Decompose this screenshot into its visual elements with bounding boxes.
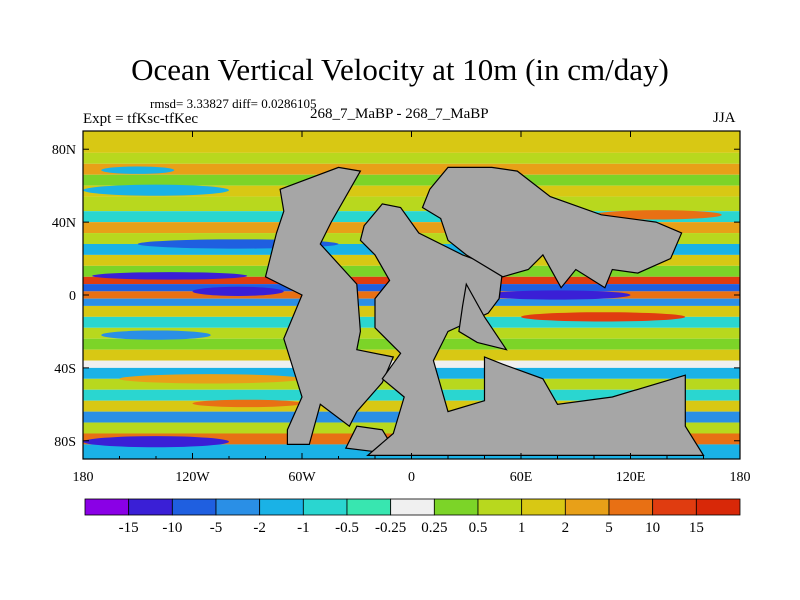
field-band bbox=[83, 211, 740, 223]
x-tick-label: 60E bbox=[510, 470, 533, 485]
field-band bbox=[83, 163, 740, 175]
colorbar-label: -15 bbox=[119, 520, 139, 536]
y-tick-label: 80N bbox=[52, 143, 76, 158]
field-streak bbox=[101, 330, 211, 340]
colorbar-label: 10 bbox=[645, 520, 660, 536]
colorbar-label: -10 bbox=[162, 520, 182, 536]
colorbar-swatch bbox=[128, 498, 173, 516]
y-tick-label: 40S bbox=[54, 362, 76, 377]
field-streak bbox=[594, 210, 722, 220]
colorbar-label: 5 bbox=[605, 520, 613, 536]
x-tick-label: 120W bbox=[175, 470, 210, 485]
colorbar-label: 2 bbox=[562, 520, 570, 536]
colorbar-label: 0.25 bbox=[421, 520, 447, 536]
colorbar-swatch bbox=[652, 498, 697, 516]
experiment-label: Expt = tfKsc-tfKec bbox=[83, 111, 199, 127]
y-tick-label: 80S bbox=[54, 435, 76, 450]
colorbar-label: 1 bbox=[518, 520, 526, 536]
colorbar-swatch bbox=[608, 498, 654, 516]
field-band bbox=[83, 131, 740, 153]
stats-label: rmsd= 3.33827 diff= 0.0286105 bbox=[150, 96, 317, 111]
colorbar-label: -1 bbox=[297, 520, 310, 536]
colorbar-swatch bbox=[346, 498, 392, 516]
colorbar-label: -0.25 bbox=[375, 520, 406, 536]
landmass bbox=[458, 282, 508, 351]
colorbar-swatch bbox=[477, 498, 523, 516]
field-streak bbox=[83, 184, 229, 196]
field-streak bbox=[192, 286, 284, 296]
chart-title: Ocean Vertical Velocity at 10m (in cm/da… bbox=[131, 52, 669, 87]
colorbar-swatch bbox=[695, 498, 741, 516]
colorbar-swatch bbox=[215, 498, 261, 516]
season-label: JJA bbox=[713, 110, 736, 126]
landmass bbox=[264, 166, 395, 445]
runs-label: 268_7_MaBP - 268_7_MaBP bbox=[310, 106, 489, 122]
colorbar-swatch bbox=[390, 498, 435, 516]
colorbar-swatch bbox=[84, 498, 130, 516]
colorbar: -15 -10 -5 -2 -1 -0.5 -0.25 0.25 0.5 1 2 5 10 15 bbox=[84, 498, 741, 536]
field-streak bbox=[119, 374, 302, 384]
field-streak bbox=[92, 272, 248, 280]
field-streak bbox=[192, 399, 302, 408]
x-tick-label: 120E bbox=[616, 470, 646, 485]
colorbar-swatch bbox=[259, 498, 304, 516]
y-tick-label: 0 bbox=[69, 289, 76, 304]
colorbar-swatch bbox=[302, 498, 348, 516]
colorbar-label: -0.5 bbox=[335, 520, 359, 536]
landmass bbox=[421, 166, 683, 289]
field-band bbox=[83, 174, 740, 186]
y-tick-label: 40N bbox=[52, 216, 76, 231]
field-band bbox=[83, 196, 740, 212]
land-mask bbox=[264, 166, 705, 456]
x-axis: 180 120W 60W 0 60E 120E 180 bbox=[73, 131, 751, 485]
colorbar-label: -5 bbox=[210, 520, 223, 536]
colorbar-label: 15 bbox=[689, 520, 704, 536]
colorbar-swatch bbox=[564, 498, 610, 516]
colorbar-swatch bbox=[521, 498, 566, 516]
field-streak bbox=[484, 290, 631, 300]
colorbar-label: -2 bbox=[253, 520, 266, 536]
field-band bbox=[83, 185, 740, 197]
x-tick-label: 180 bbox=[730, 470, 751, 485]
colorbar-swatch bbox=[171, 498, 217, 516]
x-tick-label: 180 bbox=[73, 470, 94, 485]
y-axis: 80N 40N 0 40S 80S bbox=[52, 143, 740, 450]
colorbar-swatch bbox=[433, 498, 479, 516]
x-tick-label: 60W bbox=[288, 470, 316, 485]
field-streak bbox=[521, 312, 686, 322]
colorbar-label: 0.5 bbox=[469, 520, 488, 536]
field-streak bbox=[101, 166, 175, 174]
x-tick-label: 0 bbox=[408, 470, 415, 485]
field-streak bbox=[83, 436, 229, 448]
field-band bbox=[83, 152, 740, 164]
